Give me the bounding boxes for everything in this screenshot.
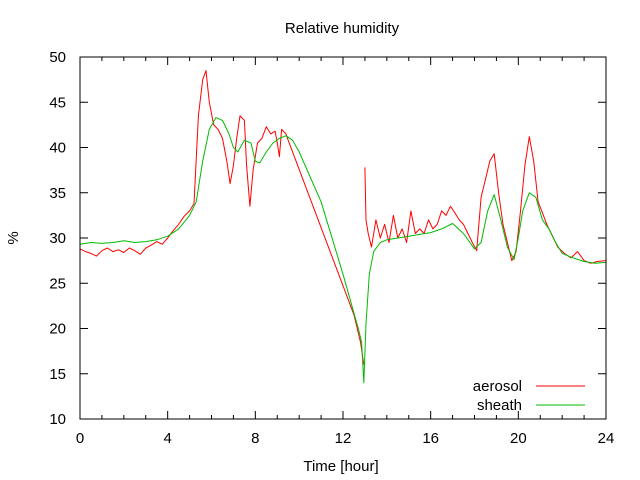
x-tick-label: 0 (76, 430, 84, 447)
y-tick-label: 15 (49, 366, 66, 383)
x-tick-label: 24 (598, 430, 615, 447)
y-axis-label: % (5, 231, 22, 244)
y-tick-label: 45 (49, 94, 66, 111)
x-tick-label: 16 (422, 430, 439, 447)
x-tick-label: 4 (163, 430, 171, 447)
chart-title: Relative humidity (285, 20, 400, 37)
series-layer (79, 70, 607, 384)
y-tick-label: 50 (49, 49, 66, 66)
x-axis-label: Time [hour] (303, 458, 378, 475)
ticks-layer: 0 4 8 12 16 20 24 10 15 20 25 30 35 40 45 50 (49, 49, 614, 447)
legend: aerosol sheath (473, 378, 585, 414)
y-tick-label: 30 (49, 230, 66, 247)
y-tick-label: 25 (49, 275, 66, 292)
y-tick-label: 10 (49, 411, 66, 428)
y-tick-label: 40 (49, 140, 66, 157)
y-tick-label: 35 (49, 185, 66, 202)
legend-label-aerosol: aerosol (473, 378, 522, 395)
x-tick-label: 8 (251, 430, 259, 447)
series-line-aerosol-0 (79, 70, 365, 365)
series-line-sheath-0 (79, 117, 607, 384)
legend-label-sheath: sheath (477, 397, 522, 414)
x-tick-label: 12 (335, 430, 352, 447)
x-tick-label: 20 (510, 430, 527, 447)
y-tick-label: 20 (49, 321, 66, 338)
